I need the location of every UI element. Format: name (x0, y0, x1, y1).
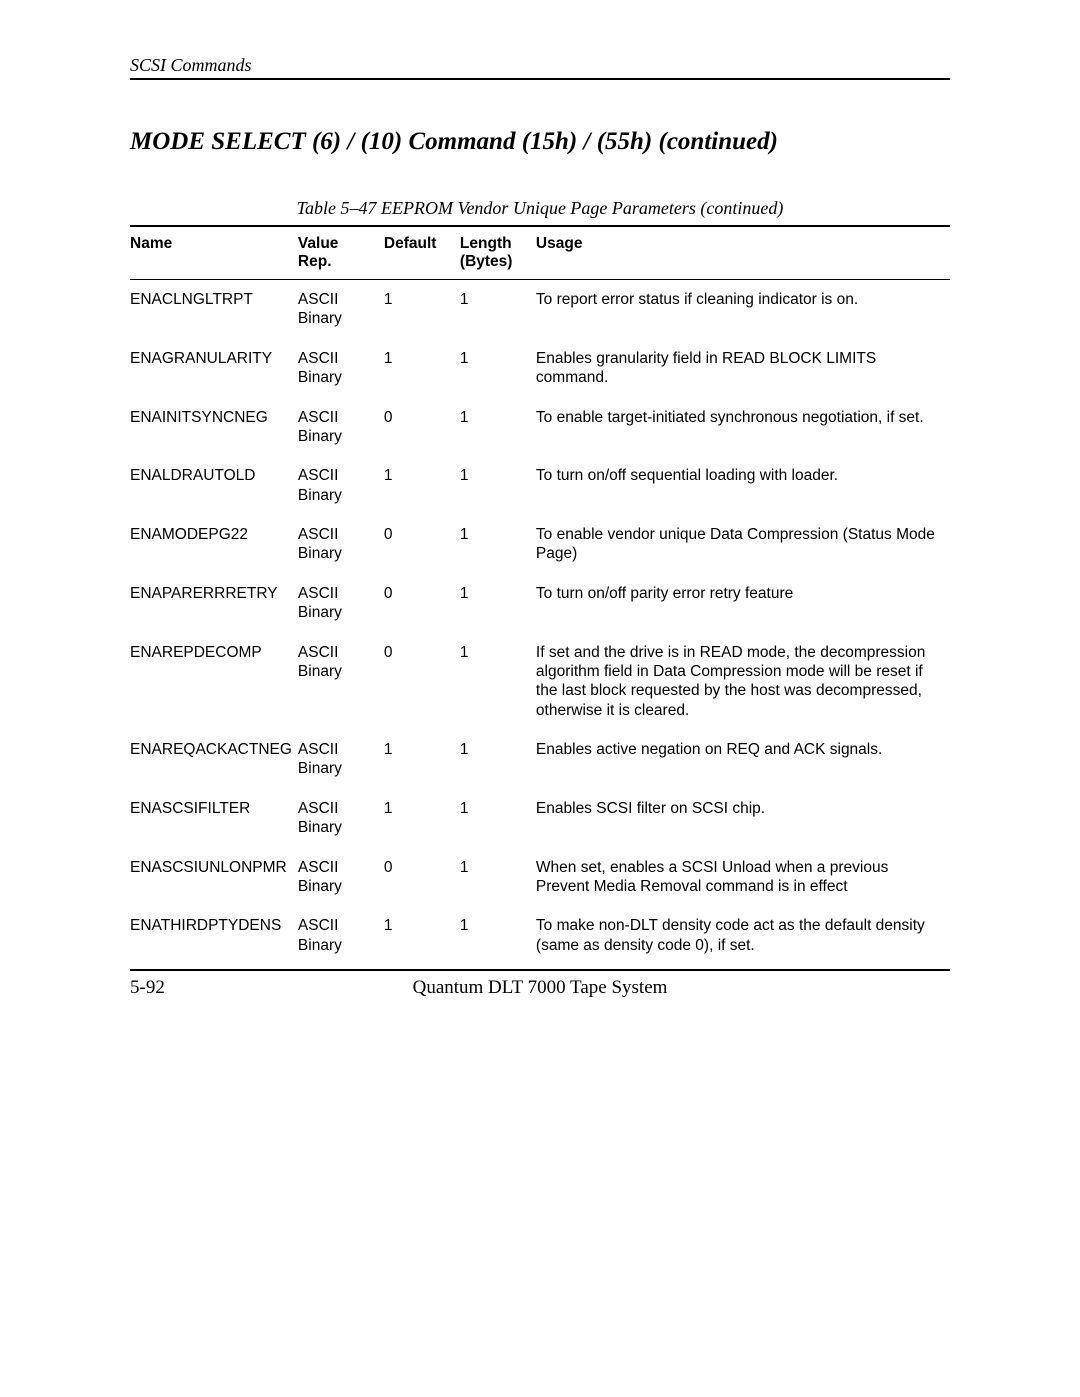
cell-usage: When set, enables a SCSI Unload when a p… (536, 848, 950, 907)
cell-value: ASCIIBinary (298, 574, 384, 633)
cell-value: ASCIIBinary (298, 456, 384, 515)
page-footer: 5-92 Quantum DLT 7000 Tape System (130, 969, 950, 999)
cell-name: ENASCSIFILTER (130, 789, 298, 848)
cell-usage: To turn on/off parity error retry featur… (536, 574, 950, 633)
table-row: ENASCSIUNLONPMRASCIIBinary01When set, en… (130, 848, 950, 907)
cell-value: ASCIIBinary (298, 339, 384, 398)
col-header-default: Default (384, 226, 460, 280)
table-row: ENAREQACKACTNEGASCIIBinary11Enables acti… (130, 730, 950, 789)
cell-name: ENATHIRDPTYDENS (130, 906, 298, 970)
cell-length: 1 (460, 906, 536, 970)
cell-default: 0 (384, 398, 460, 457)
cell-value: ASCIIBinary (298, 515, 384, 574)
cell-name: ENAMODEPG22 (130, 515, 298, 574)
cell-default: 1 (384, 730, 460, 789)
cell-usage: Enables SCSI filter on SCSI chip. (536, 789, 950, 848)
cell-name: ENASCSIUNLONPMR (130, 848, 298, 907)
cell-name: ENAGRANULARITY (130, 339, 298, 398)
cell-length: 1 (460, 398, 536, 457)
section-title: MODE SELECT (6) / (10) Command (15h) / (… (130, 128, 950, 156)
cell-default: 1 (384, 339, 460, 398)
page: SCSI Commands MODE SELECT (6) / (10) Com… (0, 0, 1080, 1397)
cell-value: ASCIIBinary (298, 848, 384, 907)
cell-length: 1 (460, 789, 536, 848)
table-row: ENATHIRDPTYDENSASCIIBinary11To make non-… (130, 906, 950, 970)
footer-doc-title: Quantum DLT 7000 Tape System (130, 977, 950, 999)
cell-value: ASCIIBinary (298, 398, 384, 457)
table-row: ENAGRANULARITYASCIIBinary11Enables granu… (130, 339, 950, 398)
cell-value: ASCIIBinary (298, 730, 384, 789)
cell-length: 1 (460, 515, 536, 574)
table-body: ENACLNGLTRPTASCIIBinary11To report error… (130, 280, 950, 971)
cell-value: ASCIIBinary (298, 633, 384, 731)
cell-default: 1 (384, 456, 460, 515)
cell-name: ENAREPDECOMP (130, 633, 298, 731)
cell-usage: Enables granularity field in READ BLOCK … (536, 339, 950, 398)
cell-name: ENACLNGLTRPT (130, 280, 298, 339)
cell-usage: If set and the drive is in READ mode, th… (536, 633, 950, 731)
cell-default: 0 (384, 515, 460, 574)
cell-usage: To enable vendor unique Data Compression… (536, 515, 950, 574)
cell-length: 1 (460, 574, 536, 633)
cell-length: 1 (460, 848, 536, 907)
table-row: ENACLNGLTRPTASCIIBinary11To report error… (130, 280, 950, 339)
cell-value: ASCIIBinary (298, 280, 384, 339)
cell-default: 0 (384, 848, 460, 907)
table-row: ENALDRAUTOLDASCIIBinary11To turn on/off … (130, 456, 950, 515)
cell-default: 1 (384, 280, 460, 339)
col-header-value: ValueRep. (298, 226, 384, 280)
table-row: ENAINITSYNCNEGASCIIBinary01To enable tar… (130, 398, 950, 457)
cell-value: ASCIIBinary (298, 906, 384, 970)
running-header: SCSI Commands (130, 55, 950, 80)
cell-usage: To make non-DLT density code act as the … (536, 906, 950, 970)
col-header-name: Name (130, 226, 298, 280)
cell-name: ENAREQACKACTNEG (130, 730, 298, 789)
table-row: ENAREPDECOMPASCIIBinary01If set and the … (130, 633, 950, 731)
table-row: ENAMODEPG22ASCIIBinary01To enable vendor… (130, 515, 950, 574)
cell-length: 1 (460, 339, 536, 398)
cell-usage: To enable target-initiated synchronous n… (536, 398, 950, 457)
col-header-length: Length(Bytes) (460, 226, 536, 280)
table-row: ENASCSIFILTERASCIIBinary11Enables SCSI f… (130, 789, 950, 848)
cell-length: 1 (460, 456, 536, 515)
table-caption: Table 5–47 EEPROM Vendor Unique Page Par… (130, 198, 950, 219)
cell-default: 0 (384, 633, 460, 731)
cell-length: 1 (460, 280, 536, 339)
cell-name: ENALDRAUTOLD (130, 456, 298, 515)
table-row: ENAPARERRRETRYASCIIBinary01To turn on/of… (130, 574, 950, 633)
cell-default: 0 (384, 574, 460, 633)
cell-default: 1 (384, 789, 460, 848)
cell-usage: Enables active negation on REQ and ACK s… (536, 730, 950, 789)
cell-length: 1 (460, 730, 536, 789)
cell-length: 1 (460, 633, 536, 731)
col-header-usage: Usage (536, 226, 950, 280)
cell-default: 1 (384, 906, 460, 970)
cell-usage: To turn on/off sequential loading with l… (536, 456, 950, 515)
param-table: Name ValueRep. Default Length(Bytes) Usa… (130, 225, 950, 971)
cell-name: ENAINITSYNCNEG (130, 398, 298, 457)
table-header-row: Name ValueRep. Default Length(Bytes) Usa… (130, 226, 950, 280)
cell-usage: To report error status if cleaning indic… (536, 280, 950, 339)
cell-name: ENAPARERRRETRY (130, 574, 298, 633)
cell-value: ASCIIBinary (298, 789, 384, 848)
